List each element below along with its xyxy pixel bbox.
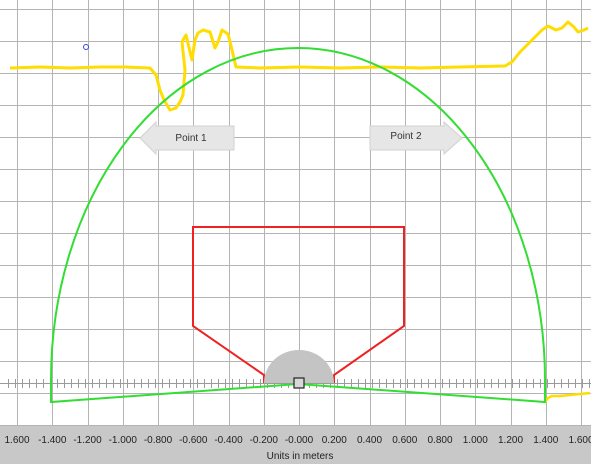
- x-axis-tick-label: -1.000: [109, 435, 138, 446]
- point2-marker[interactable]: Point 2: [369, 120, 463, 156]
- x-axis-ticks: 1.600 -1.400 -1.200 -1.000 -0.800 -0.600 -0.40…: [4, 435, 591, 446]
- x-axis-bar: [0, 426, 591, 464]
- point2-label: Point 2: [390, 131, 422, 142]
- x-axis-tick-label: 0.600: [392, 435, 417, 446]
- x-axis-tick-label: 1.600: [568, 435, 591, 446]
- point1-label: Point 1: [175, 133, 207, 144]
- signal-trace: [9, 20, 589, 112]
- x-axis-tick-label: -0.400: [214, 435, 243, 446]
- x-axis-tick-label: -1.400: [38, 435, 67, 446]
- x-axis-label: Units in meters: [267, 451, 334, 462]
- left-arrow-icon: [139, 120, 235, 156]
- x-axis-tick-label: 1.400: [533, 435, 558, 446]
- warning-field-outline: [50, 47, 546, 404]
- x-axis-tick-label: -0.600: [179, 435, 208, 446]
- x-axis-tick-label: 1.600: [4, 435, 29, 446]
- x-axis-tick-label: 1.200: [498, 435, 523, 446]
- x-axis-tick-label: 0.200: [322, 435, 347, 446]
- x-axis-tick-label: -1.200: [73, 435, 102, 446]
- right-arrow-icon: [369, 120, 463, 156]
- x-axis-tick-label: 0.800: [427, 435, 452, 446]
- x-axis-tick-label: -0.000: [285, 435, 314, 446]
- x-axis-tick-label: 1.000: [463, 435, 488, 446]
- point1-marker[interactable]: Point 1: [139, 120, 235, 156]
- signal-trace-lower: [544, 391, 591, 403]
- square-marker-icon[interactable]: [293, 377, 305, 389]
- x-axis-tick-label: -0.800: [144, 435, 173, 446]
- circle-marker-icon[interactable]: [83, 44, 89, 50]
- scanner-body: [264, 350, 334, 383]
- x-axis-tick-label: 0.400: [357, 435, 382, 446]
- x-axis-tick-label: -0.200: [250, 435, 279, 446]
- protective-zone-outline: [192, 226, 405, 383]
- grid: [0, 0, 591, 426]
